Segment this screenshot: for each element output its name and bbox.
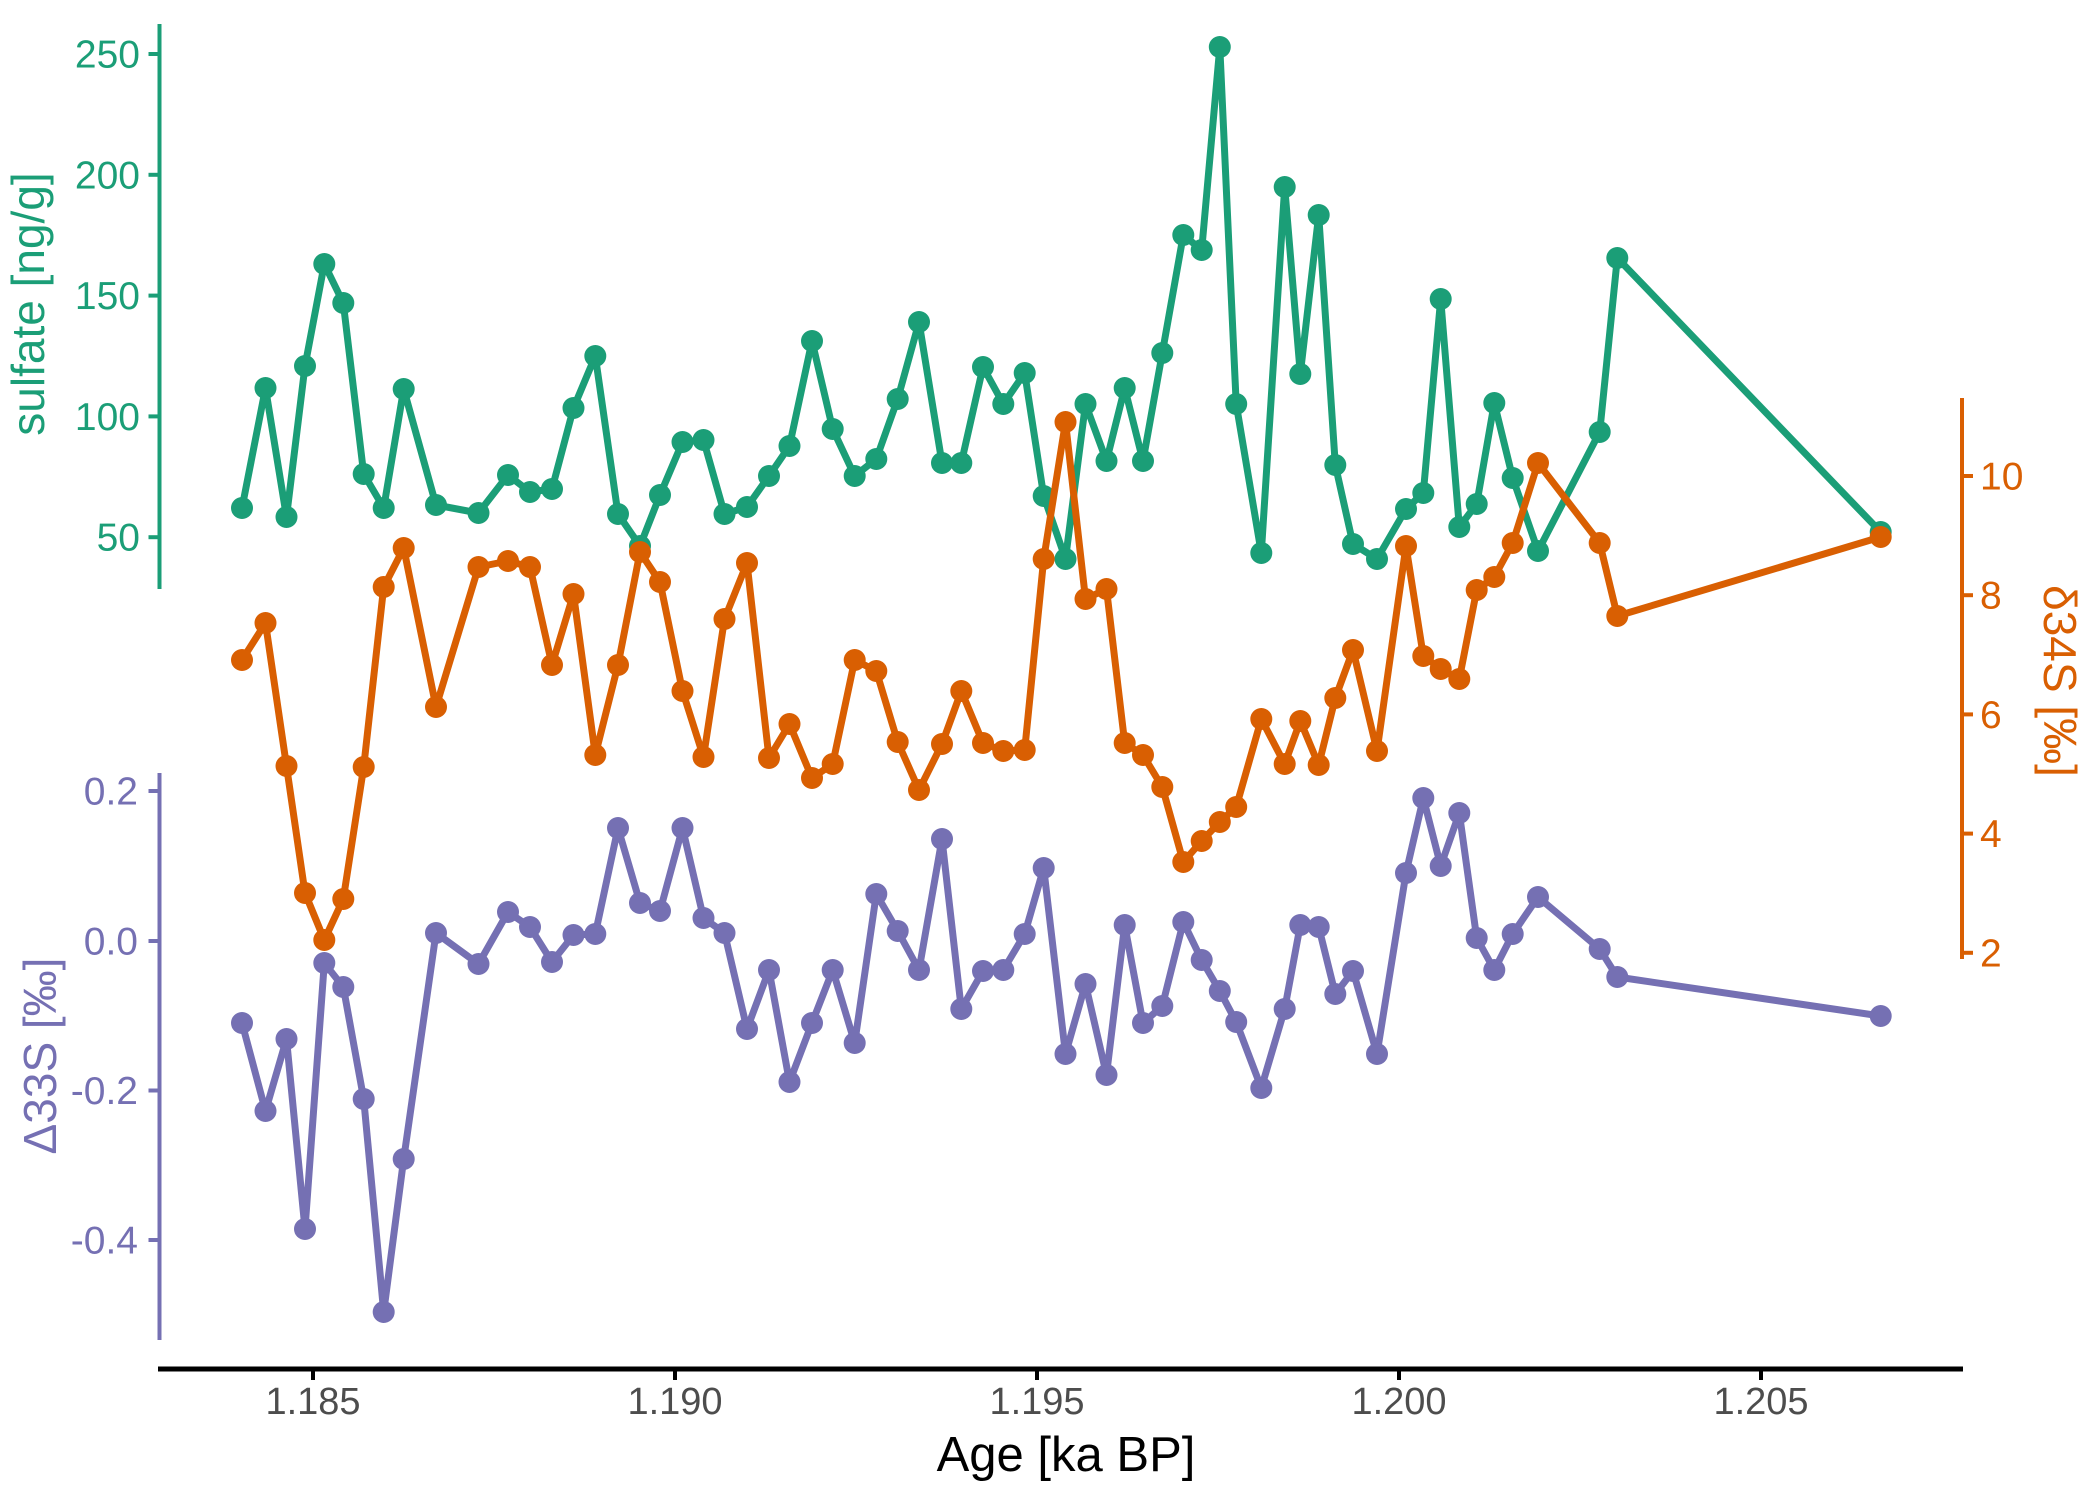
svg-text:1.185: 1.185 — [265, 1381, 360, 1423]
svg-text:2: 2 — [1980, 932, 2002, 975]
svg-text:Age [ka BP]: Age [ka BP] — [937, 1428, 1196, 1482]
svg-text:250: 250 — [75, 34, 140, 77]
svg-text:0.2: 0.2 — [84, 771, 138, 814]
svg-text:150: 150 — [75, 275, 140, 318]
svg-text:0.0: 0.0 — [84, 921, 138, 964]
svg-text:200: 200 — [75, 154, 140, 197]
svg-text:1.205: 1.205 — [1713, 1381, 1808, 1423]
svg-text:10: 10 — [1980, 456, 2023, 499]
svg-text:1.195: 1.195 — [989, 1381, 1084, 1423]
svg-text:-0.4: -0.4 — [71, 1220, 138, 1263]
svg-text:50: 50 — [97, 517, 140, 560]
svg-text:-0.2: -0.2 — [71, 1070, 138, 1113]
svg-text:100: 100 — [75, 396, 140, 439]
svg-text:1.200: 1.200 — [1351, 1381, 1446, 1423]
svg-text:8: 8 — [1980, 575, 2002, 618]
svg-text:Δ33S [‰]: Δ33S [‰] — [14, 958, 66, 1155]
svg-text:1.190: 1.190 — [627, 1381, 722, 1423]
svg-text:δ34S [‰]: δ34S [‰] — [2034, 585, 2086, 777]
svg-text:4: 4 — [1980, 813, 2002, 856]
svg-text:6: 6 — [1980, 694, 2002, 737]
svg-text:sulfate [ng/g]: sulfate [ng/g] — [2, 172, 54, 435]
